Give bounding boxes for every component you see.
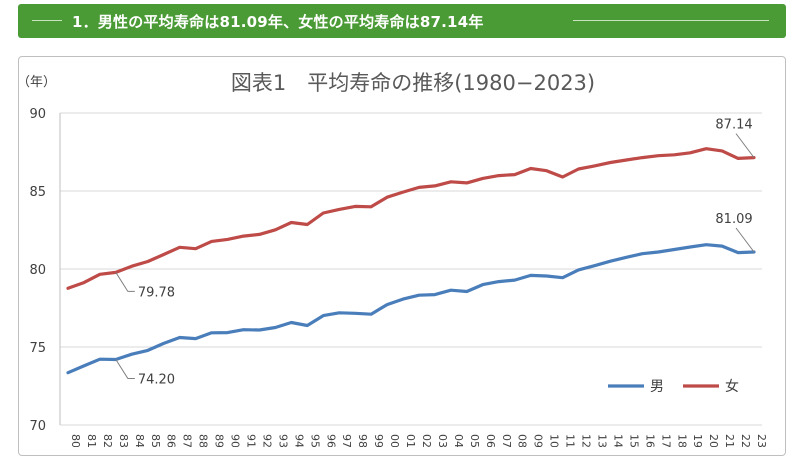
- data-label-annotations: 79.78 74.20 87.14 81.09: [115, 118, 755, 387]
- x-tick-label: 94: [292, 434, 305, 447]
- x-tick-label: 93: [276, 434, 289, 447]
- header-decor-line-right: [573, 20, 769, 21]
- x-tick-label: 07: [500, 434, 513, 447]
- x-tick-label: 02: [420, 434, 433, 447]
- x-tick-label: 05: [468, 434, 481, 447]
- x-tick-label: 90: [229, 434, 242, 447]
- x-tick-label: 96: [324, 434, 337, 447]
- x-tick-label: 16: [643, 434, 656, 447]
- annotation-leader: [735, 133, 755, 158]
- data-label-annotation: 79.78: [138, 285, 175, 300]
- x-tick-label: 86: [165, 434, 178, 447]
- y-tick-label: 90: [29, 107, 46, 122]
- legend-label: 男: [650, 379, 664, 395]
- data-label-annotation: 87.14: [715, 118, 752, 133]
- chart-frame: [18, 56, 786, 456]
- x-tick-label: 09: [532, 434, 545, 447]
- y-tick-label: 75: [29, 341, 46, 356]
- x-tick-label: 89: [213, 434, 226, 447]
- x-tick-label: 82: [101, 434, 114, 447]
- x-tick-label: 91: [244, 434, 257, 447]
- chart-legend: 男女: [608, 378, 739, 395]
- x-tick-label: 84: [133, 434, 146, 447]
- y-tick-label: 85: [29, 185, 46, 200]
- x-tick-label: 23: [755, 434, 768, 447]
- data-label-annotation: 81.09: [715, 212, 752, 227]
- x-tick-label: 88: [197, 434, 210, 447]
- x-tick-labels: 80 81 82 83 84 85 86 87 88 89 90 91 92 93 94 95 96 97 98 99…: [69, 434, 768, 447]
- series-line-female: [66, 147, 756, 290]
- x-tick-label: 08: [516, 434, 529, 447]
- x-tick-label: 00: [388, 434, 401, 447]
- x-tick-label: 18: [675, 434, 688, 447]
- x-tick-label: 19: [691, 434, 704, 447]
- x-tick-label: 14: [611, 434, 624, 447]
- x-tick-label: 95: [308, 434, 321, 447]
- x-tick-label: 83: [117, 434, 130, 447]
- x-tick-label: 99: [372, 434, 385, 447]
- y-axis-unit-label: （年）: [17, 75, 56, 90]
- annotation-leader: [115, 359, 135, 379]
- x-tick-label: 81: [85, 434, 98, 447]
- x-tick-label: 97: [340, 434, 353, 447]
- annotation-leader: [115, 272, 135, 292]
- y-tick-labels: 70 75 80 85 90: [29, 107, 46, 434]
- legend-label: 女: [725, 378, 739, 395]
- x-tick-label: 17: [659, 434, 672, 447]
- series-lines: [66, 147, 756, 375]
- annotation-leader: [735, 227, 755, 253]
- y-tick-label: 80: [29, 263, 46, 278]
- x-tick-label: 06: [484, 434, 497, 447]
- x-tick-label: 11: [564, 434, 577, 447]
- x-tick-label: 21: [723, 434, 736, 447]
- x-tick-label: 15: [627, 434, 640, 447]
- x-tick-label: 04: [452, 434, 465, 447]
- x-tick-label: 22: [739, 434, 752, 447]
- x-tick-label: 20: [707, 434, 720, 447]
- section-header-title: 1．男性の平均寿命は81.09年、女性の平均寿命は87.14年: [72, 13, 484, 31]
- header-decor-line-left: [32, 20, 62, 21]
- section-header-bar: 1．男性の平均寿命は81.09年、女性の平均寿命は87.14年: [18, 4, 786, 38]
- x-tick-label: 92: [260, 434, 273, 447]
- x-tick-label: 80: [69, 434, 82, 447]
- x-tick-label: 03: [436, 434, 449, 447]
- y-tick-label: 70: [29, 419, 46, 434]
- x-tick-label: 98: [356, 434, 369, 447]
- x-tick-label: 12: [580, 434, 593, 447]
- x-tick-label: 85: [149, 434, 162, 447]
- x-tick-label: 01: [404, 434, 417, 447]
- x-tick-label: 13: [595, 434, 608, 447]
- data-label-annotation: 74.20: [138, 372, 175, 387]
- x-tick-label: 87: [181, 434, 194, 447]
- x-tick-label: 10: [548, 434, 561, 447]
- series-line-male: [66, 243, 756, 375]
- chart-title: 図表1 平均寿命の推移(1980−2023): [231, 71, 595, 95]
